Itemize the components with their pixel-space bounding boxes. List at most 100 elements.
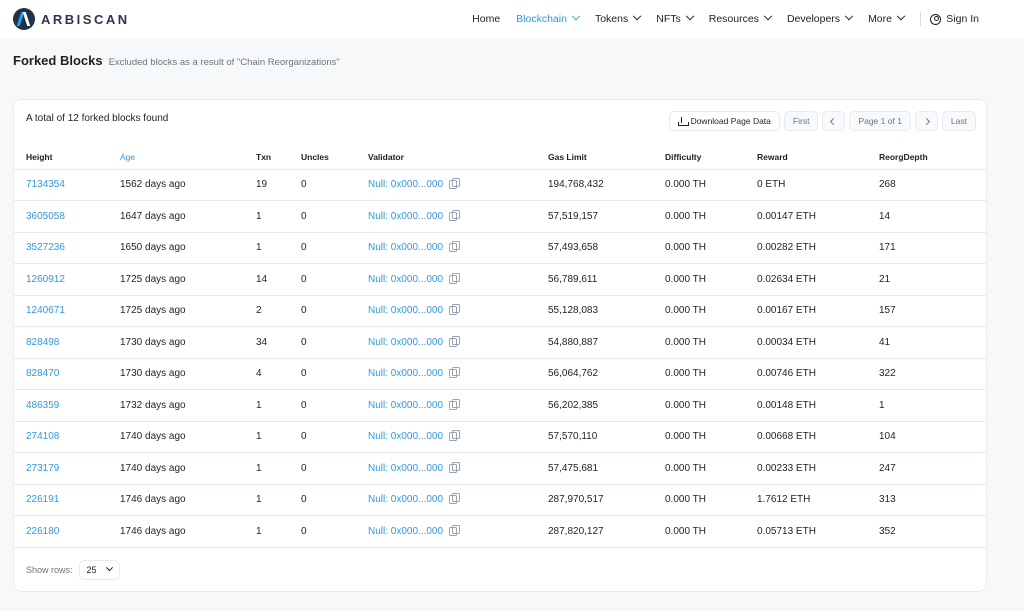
uncles-count: 0 bbox=[301, 263, 368, 296]
validator-address[interactable]: Null: 0x000...000 bbox=[368, 493, 548, 506]
gas-limit: 287,970,517 bbox=[548, 484, 665, 516]
validator-address[interactable]: Null: 0x000...000 bbox=[368, 367, 548, 380]
table-row: 1260912 1725 days ago 14 0 Null: 0x000...000… bbox=[14, 263, 986, 296]
show-rows-label: Show rows: bbox=[26, 565, 73, 575]
validator[interactable]: Null: 0x000...000 bbox=[368, 389, 548, 422]
block-height-link[interactable]: 3527236 bbox=[14, 232, 120, 264]
validator[interactable]: Null: 0x000...000 bbox=[368, 263, 548, 296]
copy-icon[interactable] bbox=[449, 304, 460, 316]
nav-item-resources[interactable]: Resources bbox=[709, 11, 773, 25]
block-height-link[interactable]: 1260912 bbox=[14, 263, 120, 296]
block-height-link[interactable]: 3605058 bbox=[14, 200, 120, 233]
forked-blocks-table: Height Age Txn Uncles Validator Gas Limi… bbox=[14, 145, 986, 548]
chevron-left-icon bbox=[830, 117, 838, 125]
validator[interactable]: Null: 0x000...000 bbox=[368, 358, 548, 390]
validator-address-link[interactable]: Null: 0x000...000 bbox=[368, 399, 444, 411]
user-circle-icon bbox=[930, 13, 942, 25]
validator-address[interactable]: Null: 0x000...000 bbox=[368, 524, 548, 537]
validator-address-link[interactable]: Null: 0x000...000 bbox=[368, 336, 444, 348]
copy-icon[interactable] bbox=[449, 398, 460, 410]
validator[interactable]: Null: 0x000...000 bbox=[368, 421, 548, 453]
validator-address[interactable]: Null: 0x000...000 bbox=[368, 304, 548, 317]
download-page-data-button[interactable]: Download Page Data bbox=[668, 111, 780, 131]
validator-address-link[interactable]: Null: 0x000...000 bbox=[368, 273, 444, 285]
prev-page-button[interactable] bbox=[822, 111, 846, 131]
chevron-down-icon bbox=[105, 563, 113, 571]
difficulty: 0.000 TH bbox=[665, 326, 757, 359]
validator-address-link[interactable]: Null: 0x000...000 bbox=[368, 210, 444, 222]
validator-address[interactable]: Null: 0x000...000 bbox=[368, 461, 548, 474]
copy-icon[interactable] bbox=[449, 493, 460, 505]
validator-address[interactable]: Null: 0x000...000 bbox=[368, 241, 548, 254]
block-height-link[interactable]: 1240671 bbox=[14, 295, 120, 327]
col-txn: Txn bbox=[256, 145, 301, 170]
validator[interactable]: Null: 0x000...000 bbox=[368, 326, 548, 359]
validator-address-link[interactable]: Null: 0x000...000 bbox=[368, 179, 444, 191]
validator-address[interactable]: Null: 0x000...000 bbox=[368, 272, 548, 285]
nav-item-nfts[interactable]: NFTs bbox=[656, 11, 694, 25]
validator-address-link[interactable]: Null: 0x000...000 bbox=[368, 525, 444, 537]
copy-icon[interactable] bbox=[449, 461, 460, 473]
validator-address-link[interactable]: Null: 0x000...000 bbox=[368, 431, 444, 443]
col-age[interactable]: Age bbox=[120, 145, 256, 170]
validator-address-link[interactable]: Null: 0x000...000 bbox=[368, 305, 444, 317]
nav-item-tokens[interactable]: Tokens bbox=[595, 11, 642, 25]
validator[interactable]: Null: 0x000...000 bbox=[368, 232, 548, 264]
copy-icon[interactable] bbox=[449, 430, 460, 442]
block-height-link[interactable]: 486359 bbox=[14, 389, 120, 422]
block-height-link[interactable]: 226180 bbox=[14, 515, 120, 548]
copy-icon[interactable] bbox=[449, 367, 460, 379]
validator[interactable]: Null: 0x000...000 bbox=[368, 169, 548, 201]
block-age: 1746 days ago bbox=[120, 515, 256, 548]
copy-icon[interactable] bbox=[449, 335, 460, 347]
nav-item-more[interactable]: More bbox=[868, 11, 906, 25]
block-height-link[interactable]: 828470 bbox=[14, 358, 120, 390]
validator-address[interactable]: Null: 0x000...000 bbox=[368, 178, 548, 191]
validator[interactable]: Null: 0x000...000 bbox=[368, 515, 548, 548]
next-page-button[interactable] bbox=[914, 111, 938, 131]
block-height-link[interactable]: 274108 bbox=[14, 421, 120, 453]
validator-address[interactable]: Null: 0x000...000 bbox=[368, 398, 548, 411]
first-page-button[interactable]: First bbox=[783, 111, 819, 131]
block-height-link[interactable]: 273179 bbox=[14, 452, 120, 485]
validator-address-link[interactable]: Null: 0x000...000 bbox=[368, 462, 444, 474]
arbiscan-logo[interactable]: ARBISCAN bbox=[13, 8, 130, 30]
nav-item-label: Developers bbox=[786, 13, 841, 25]
validator-address-link[interactable]: Null: 0x000...000 bbox=[368, 494, 444, 506]
reorg-depth: 1 bbox=[879, 389, 986, 422]
difficulty: 0.000 TH bbox=[665, 515, 757, 548]
col-reward: Reward bbox=[757, 145, 879, 170]
rows-per-page-select[interactable]: 25 bbox=[78, 560, 120, 580]
block-height-link[interactable]: 828498 bbox=[14, 326, 120, 359]
validator[interactable]: Null: 0x000...000 bbox=[368, 484, 548, 516]
difficulty: 0.000 TH bbox=[665, 484, 757, 516]
uncles-count: 0 bbox=[301, 484, 368, 516]
block-height-link[interactable]: 7134354 bbox=[14, 169, 120, 201]
validator[interactable]: Null: 0x000...000 bbox=[368, 200, 548, 233]
validator-address[interactable]: Null: 0x000...000 bbox=[368, 209, 548, 222]
validator-address-link[interactable]: Null: 0x000...000 bbox=[368, 242, 444, 254]
copy-icon[interactable] bbox=[449, 178, 460, 190]
copy-icon[interactable] bbox=[449, 272, 460, 284]
difficulty: 0.000 TH bbox=[665, 452, 757, 485]
validator[interactable]: Null: 0x000...000 bbox=[368, 452, 548, 485]
nav-item-developers[interactable]: Developers bbox=[786, 11, 854, 25]
copy-icon[interactable] bbox=[449, 209, 460, 221]
chevron-right-icon bbox=[922, 117, 930, 125]
copy-icon[interactable] bbox=[449, 524, 460, 536]
validator-address-link[interactable]: Null: 0x000...000 bbox=[368, 368, 444, 380]
reward: 0.00746 ETH bbox=[757, 358, 879, 390]
validator-address[interactable]: Null: 0x000...000 bbox=[368, 335, 548, 348]
gas-limit: 194,768,432 bbox=[548, 169, 665, 201]
last-page-button[interactable]: Last bbox=[941, 111, 976, 131]
copy-icon[interactable] bbox=[449, 241, 460, 253]
nav-item-blockchain[interactable]: Blockchain bbox=[516, 11, 581, 25]
validator-address[interactable]: Null: 0x000...000 bbox=[368, 430, 548, 443]
validator[interactable]: Null: 0x000...000 bbox=[368, 295, 548, 327]
nav-item-home[interactable]: Home bbox=[472, 13, 500, 25]
reward: 0.00148 ETH bbox=[757, 389, 879, 422]
sign-in-link[interactable]: Sign In bbox=[910, 12, 979, 26]
uncles-count: 0 bbox=[301, 200, 368, 233]
block-height-link[interactable]: 226191 bbox=[14, 484, 120, 516]
txn-count: 1 bbox=[256, 232, 301, 264]
